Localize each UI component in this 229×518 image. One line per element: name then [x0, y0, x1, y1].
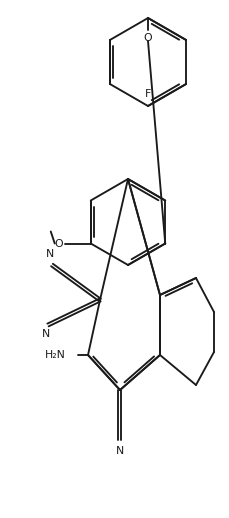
- Text: N: N: [115, 446, 124, 456]
- Text: N: N: [42, 329, 50, 339]
- Text: O: O: [143, 33, 152, 43]
- Text: O: O: [54, 238, 63, 249]
- Text: H₂N: H₂N: [45, 350, 66, 360]
- Text: N: N: [46, 249, 54, 259]
- Text: F: F: [144, 89, 150, 99]
